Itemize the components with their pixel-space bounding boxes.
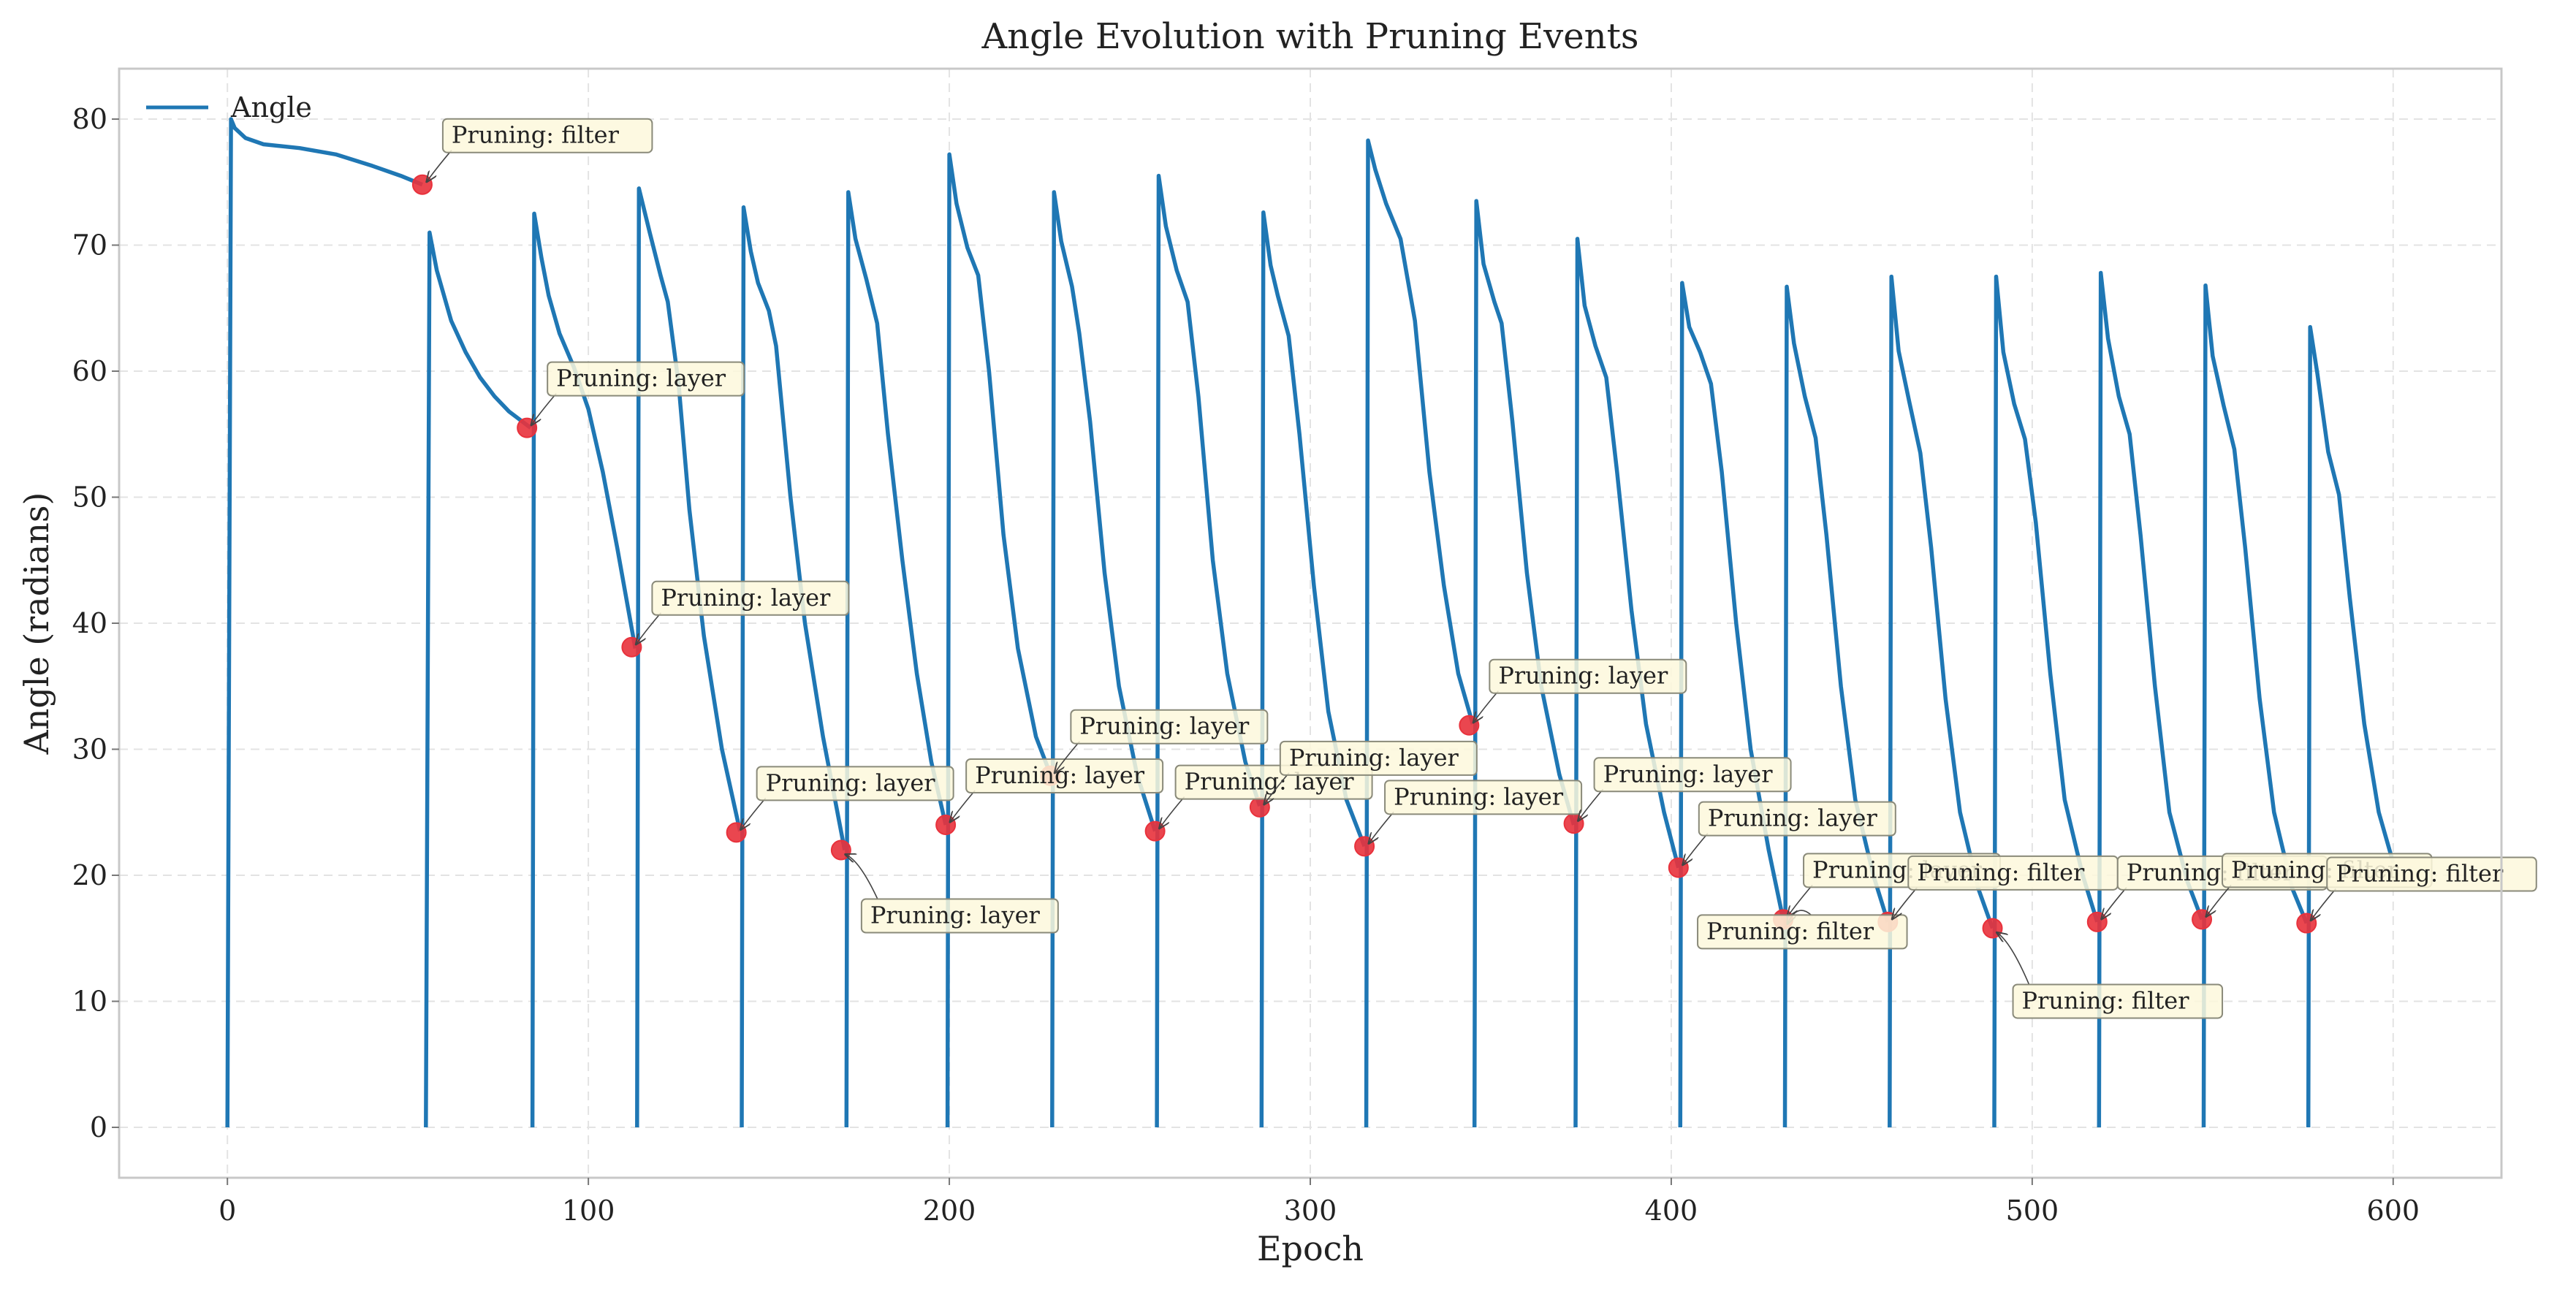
y-tick-label: 80 <box>72 103 107 135</box>
pruning-annotation: Pruning: layer <box>531 361 745 425</box>
pruning-annotation: Pruning: filter <box>1997 932 2224 1019</box>
pruning-annotation-label: Pruning: layer <box>1289 744 1459 772</box>
pruning-annotation: Pruning: filter <box>1892 855 2119 919</box>
pruning-annotation-label: Pruning: layer <box>556 365 726 392</box>
series-line-segment <box>424 230 532 1128</box>
pruning-annotation: Pruning: layer <box>636 580 850 644</box>
chart-title: Angle Evolution with Pruning Events <box>981 16 1639 57</box>
pruning-annotation-box <box>1489 658 1687 694</box>
pruning-annotation-box <box>2012 983 2224 1019</box>
pruning-annotation-box <box>2326 856 2537 892</box>
pruning-annotation-label: Pruning: filter <box>1706 917 1874 945</box>
pruning-annotation: Pruning: filter <box>2311 856 2537 921</box>
series-line-segment <box>530 211 638 1128</box>
x-tick-label: 100 <box>562 1195 615 1227</box>
pruning-annotation: Pruning: layer <box>1578 757 1792 820</box>
pruning-annotation-label: Pruning: layer <box>1498 662 1668 690</box>
pruning-annotation-arrow <box>1997 932 2030 985</box>
series-line-segment <box>1992 274 2100 1128</box>
pruning-annotation-box <box>860 898 1059 934</box>
series-lines <box>225 117 2395 1128</box>
series-line-segment <box>1364 138 1475 1128</box>
pruning-annotation-label: Pruning: filter <box>2336 860 2504 888</box>
y-tick-label: 60 <box>72 355 107 387</box>
pruning-annotation-label: Pruning: filter <box>2022 986 2190 1014</box>
pruning-annotation-arrow <box>846 855 878 899</box>
y-tick-label: 40 <box>72 607 107 639</box>
y-tick-label: 20 <box>72 859 107 891</box>
series-line-segment <box>635 186 742 1128</box>
series-line-segment <box>740 205 847 1128</box>
pruning-annotation-box <box>651 580 850 616</box>
pruning-annotation: Pruning: layer <box>1369 780 1583 843</box>
pruning-annotation-label: Pruning: layer <box>661 584 831 612</box>
pruning-annotation-box <box>1698 801 1896 837</box>
y-tick-label: 70 <box>72 229 107 262</box>
ticks: 0 100 200 300 400 500 600 0 10 20 30 40 50 60 70 80 <box>72 103 2420 1227</box>
series-line-segment <box>2306 324 2395 1128</box>
pruning-marker <box>830 839 851 861</box>
pruning-annotation-label: Pruning: filter <box>1917 858 2085 886</box>
annotations: Pruning: filter Pruning: layer Pruning: la… <box>427 118 2537 1019</box>
pruning-annotation-box <box>1070 709 1269 744</box>
pruning-annotation: Pruning: layer <box>1473 658 1687 723</box>
x-tick-label: 600 <box>2367 1195 2420 1227</box>
series-line-segment <box>1888 274 1995 1128</box>
pruning-annotation-label: Pruning: layer <box>1394 782 1564 810</box>
x-tick-label: 500 <box>2006 1195 2059 1227</box>
pruning-annotation-box <box>756 766 954 801</box>
pruning-annotation-box <box>547 361 745 397</box>
pruning-annotation-label: Pruning: layer <box>870 902 1041 929</box>
y-tick-label: 0 <box>90 1111 107 1143</box>
series-line-segment <box>2201 283 2309 1128</box>
pruning-annotation: Pruning: layer <box>1055 709 1269 773</box>
series-line-segment <box>1678 281 1785 1128</box>
y-tick-label: 10 <box>72 986 107 1018</box>
pruning-annotation-box <box>1279 740 1478 776</box>
series-line-segment <box>844 190 948 1128</box>
x-tick-label: 400 <box>1645 1195 1698 1227</box>
pruning-annotation: Pruning: layer <box>741 766 954 829</box>
pruning-annotation-label: Pruning: layer <box>1079 712 1250 740</box>
pruning-annotation-label: Pruning: layer <box>1603 760 1774 788</box>
legend-label: Angle <box>230 91 312 123</box>
pruning-annotation-label: Pruning: layer <box>766 769 936 796</box>
series-line-segment <box>1782 284 1890 1128</box>
pruning-annotation-label: Pruning: layer <box>1708 804 1878 832</box>
legend: Angle <box>146 91 312 123</box>
pruning-annotation: Pruning: layer <box>846 855 1059 934</box>
pruning-annotation: Pruning: layer <box>1264 740 1478 804</box>
pruning-annotation-box <box>1593 757 1792 793</box>
x-tick-label: 0 <box>219 1195 236 1227</box>
pruning-annotation-box <box>441 118 653 153</box>
pruning-annotation-box <box>1697 914 1908 950</box>
series-line-segment <box>1472 199 1576 1128</box>
series-line-segment <box>2097 270 2204 1128</box>
x-tick-label: 200 <box>923 1195 976 1227</box>
y-tick-label: 30 <box>72 734 107 766</box>
x-axis-label: Epoch <box>1257 1229 1364 1268</box>
pruning-annotation-box <box>1384 780 1583 815</box>
pruning-annotation: Pruning: filter <box>1697 910 1908 950</box>
series-line-segment <box>945 152 1052 1128</box>
pruning-annotation: Pruning: layer <box>1683 801 1896 865</box>
pruning-annotation-label: Pruning: filter <box>452 121 620 149</box>
series-line-segment <box>225 117 423 1128</box>
y-tick-label: 50 <box>72 481 107 514</box>
x-tick-label: 300 <box>1284 1195 1337 1227</box>
pruning-annotation: Pruning: filter <box>427 118 653 182</box>
y-axis-label: Angle (radians) <box>17 492 56 755</box>
